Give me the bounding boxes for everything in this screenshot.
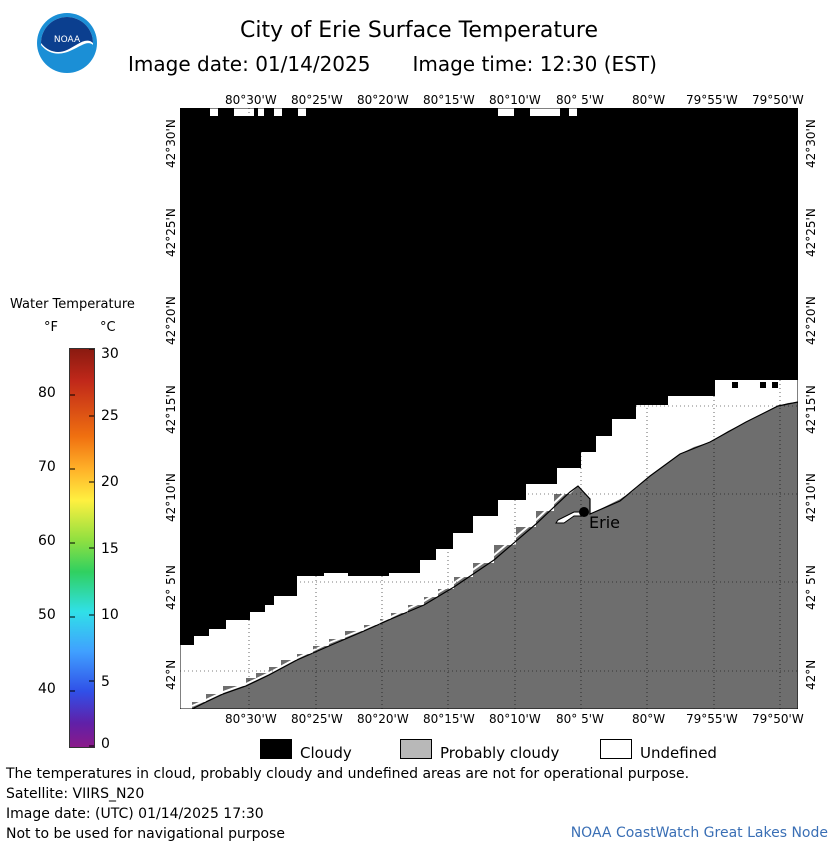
credit-link[interactable]: NOAA CoastWatch Great Lakes Node [570, 825, 828, 841]
presque-isle [555, 511, 587, 524]
temperature-map [179, 107, 799, 713]
lon-tick-top: 79°50'W [752, 93, 804, 107]
lon-tick-bottom: 80° 5'W [556, 712, 604, 726]
lon-tick-bottom: 80°25'W [291, 712, 343, 726]
cloud-area [180, 108, 798, 645]
shoreline [191, 398, 799, 707]
lat-tick-right: 42°30'N [804, 119, 818, 168]
legend-f-tick: 50 [38, 607, 56, 623]
legend-f-tick: 40 [38, 681, 56, 697]
lon-tick-top: 80°15'W [423, 93, 475, 107]
lon-tick-top: 80°30'W [225, 93, 277, 107]
legend-c-tick: 20 [101, 474, 119, 490]
image-time: Image time: 12:30 (EST) [412, 52, 657, 76]
noaa-logo: NOAA [36, 12, 98, 74]
lon-tick-bottom: 80°20'W [357, 712, 409, 726]
lon-tick-bottom: 80°W [632, 712, 666, 726]
svg-text:NOAA: NOAA [54, 35, 81, 45]
lat-tick-left: 42°10'N [164, 473, 178, 522]
lon-tick-bottom: 80°15'W [423, 712, 475, 726]
legend-c-tick: 25 [101, 408, 119, 424]
legend-f-tick: 70 [38, 459, 56, 475]
lon-tick-bottom: 79°50'W [752, 712, 804, 726]
disclaimer-text: The temperatures in cloud, probably clou… [6, 766, 690, 782]
city-label-erie: Erie [589, 513, 620, 532]
legend-unit-c: °C [100, 320, 116, 335]
lon-tick-top: 80°20'W [357, 93, 409, 107]
label-probably-cloudy: Probably cloudy [440, 744, 560, 762]
legend-f-tick: 60 [38, 533, 56, 549]
lon-tick-top: 79°55'W [686, 93, 738, 107]
temperature-colorbar [69, 348, 95, 748]
lon-tick-top: 80°W [632, 93, 666, 107]
lon-tick-bottom: 79°55'W [686, 712, 738, 726]
lon-tick-bottom: 80°10'W [489, 712, 541, 726]
label-undefined: Undefined [640, 744, 717, 762]
lat-tick-left: 42°15'N [164, 385, 178, 434]
lat-tick-left: 42°20'N [164, 296, 178, 345]
legend-title: Water Temperature [10, 297, 135, 312]
land-area [192, 402, 798, 709]
lat-tick-right: 42°20'N [804, 296, 818, 345]
lat-tick-right: 42°25'N [804, 208, 818, 257]
lat-tick-left: 42° 5'N [164, 565, 178, 610]
lat-tick-right: 42°N [804, 659, 818, 690]
lon-tick-top: 80°10'W [489, 93, 541, 107]
page-title: City of Erie Surface Temperature [239, 18, 599, 43]
legend-c-tick: 30 [101, 346, 119, 362]
lon-tick-top: 80°25'W [291, 93, 343, 107]
lat-tick-left: 42°N [164, 659, 178, 690]
lat-tick-right: 42°15'N [804, 385, 818, 434]
label-cloudy: Cloudy [300, 744, 352, 762]
cloud-gaps [210, 108, 778, 388]
lon-tick-bottom: 80°30'W [225, 712, 277, 726]
lat-tick-left: 42°25'N [164, 208, 178, 257]
legend-unit-f: °F [44, 320, 58, 335]
satellite-text: Satellite: VIIRS_N20 [6, 786, 145, 802]
swatch-undefined [600, 739, 632, 759]
legend-f-tick: 80 [38, 385, 56, 401]
legend-c-tick: 5 [101, 674, 110, 690]
legend-c-tick: 10 [101, 607, 119, 623]
lon-tick-top: 80° 5'W [556, 93, 604, 107]
lat-tick-left: 42°30'N [164, 119, 178, 168]
navigation-warning: Not to be used for navigational purpose [6, 826, 285, 842]
image-date-time: Image date: 01/14/2025 Image time: 12:30 … [128, 52, 657, 76]
swatch-cloudy [260, 739, 292, 759]
legend-c-tick: 15 [101, 541, 119, 557]
lat-tick-right: 42°10'N [804, 473, 818, 522]
image-date: Image date: 01/14/2025 [128, 52, 371, 76]
grid-lines [180, 108, 798, 709]
erie-marker [579, 507, 589, 517]
lat-tick-right: 42° 5'N [804, 565, 818, 610]
shoreline-outline [191, 401, 799, 710]
utc-date-text: Image date: (UTC) 01/14/2025 17:30 [6, 806, 264, 822]
legend-c-tick: 0 [101, 736, 110, 752]
swatch-probably-cloudy [400, 739, 432, 759]
